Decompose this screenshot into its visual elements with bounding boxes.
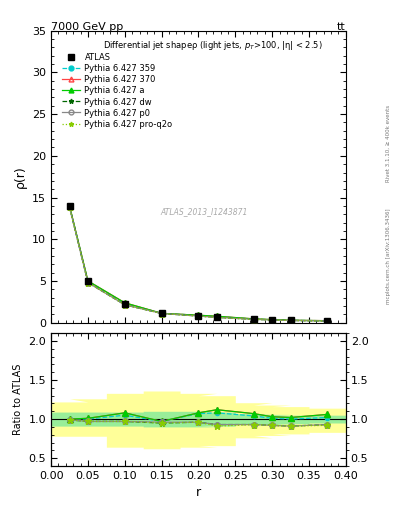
Text: tt: tt — [337, 22, 346, 32]
X-axis label: r: r — [196, 486, 201, 499]
Text: 7000 GeV pp: 7000 GeV pp — [51, 22, 123, 32]
Text: ATLAS_2013_I1243871: ATLAS_2013_I1243871 — [161, 207, 248, 216]
Y-axis label: ρ(r): ρ(r) — [13, 165, 27, 188]
Y-axis label: Ratio to ATLAS: Ratio to ATLAS — [13, 364, 23, 435]
Text: mcplots.cern.ch [arXiv:1306.3436]: mcplots.cern.ch [arXiv:1306.3436] — [386, 208, 391, 304]
Legend: ATLAS, Pythia 6.427 359, Pythia 6.427 370, Pythia 6.427 a, Pythia 6.427 dw, Pyth: ATLAS, Pythia 6.427 359, Pythia 6.427 37… — [59, 50, 176, 132]
Text: Differential jet shapeρ (light jets, $p_T$>100, |η| < 2.5): Differential jet shapeρ (light jets, $p_… — [103, 39, 323, 52]
Text: Rivet 3.1.10, ≥ 400k events: Rivet 3.1.10, ≥ 400k events — [386, 105, 391, 182]
